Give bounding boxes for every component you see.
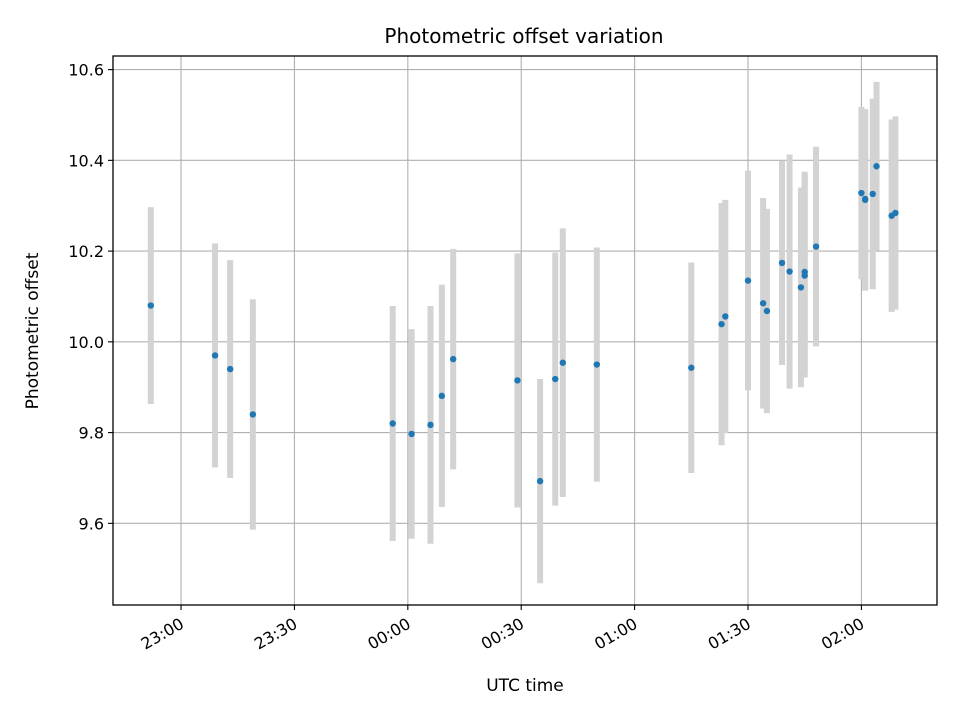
- data-point: [786, 268, 793, 275]
- x-axis-label: UTC time: [486, 676, 564, 696]
- data-point: [249, 411, 257, 418]
- y-tick-label: 9.6: [79, 514, 104, 533]
- data-point: [861, 196, 869, 204]
- plot-frame: [112, 55, 938, 606]
- y-tick-label: 9.8: [79, 424, 104, 443]
- y-tick-label: 10.0: [68, 333, 104, 352]
- data-point: [147, 302, 154, 309]
- data-point: [759, 300, 767, 307]
- data-point: [858, 189, 865, 197]
- y-tick-label: 10.4: [68, 151, 104, 170]
- data-point: [536, 477, 544, 485]
- chart-title: Photometric offset variation: [384, 24, 663, 48]
- y-tick-label: 10.2: [68, 242, 104, 261]
- data-point: [812, 243, 820, 250]
- y-axis-ticks: 9.6 9.8 10.0 10.2 10.4 10.6: [68, 61, 113, 533]
- data-point: [801, 272, 808, 279]
- data-point: [722, 313, 729, 320]
- data-point: [869, 190, 876, 198]
- data-point: [438, 392, 446, 400]
- data-point: [559, 359, 566, 366]
- data-point: [552, 375, 559, 383]
- data-point: [778, 259, 786, 267]
- y-axis-label: Photometric offset: [23, 252, 43, 409]
- data-point: [797, 284, 805, 291]
- data-point: [873, 163, 880, 170]
- data-point: [226, 365, 234, 373]
- data-point: [514, 377, 521, 384]
- data-point: [427, 421, 434, 429]
- data-point: [718, 320, 725, 328]
- data-points: [147, 163, 899, 485]
- data-point: [593, 361, 601, 368]
- data-point: [449, 355, 457, 363]
- data-point: [211, 352, 219, 359]
- data-point: [389, 420, 396, 427]
- data-point: [763, 307, 771, 315]
- data-point: [408, 430, 415, 438]
- data-point: [892, 209, 899, 217]
- y-tick-label: 10.6: [68, 61, 104, 80]
- data-point: [744, 277, 752, 284]
- data-point: [688, 364, 695, 371]
